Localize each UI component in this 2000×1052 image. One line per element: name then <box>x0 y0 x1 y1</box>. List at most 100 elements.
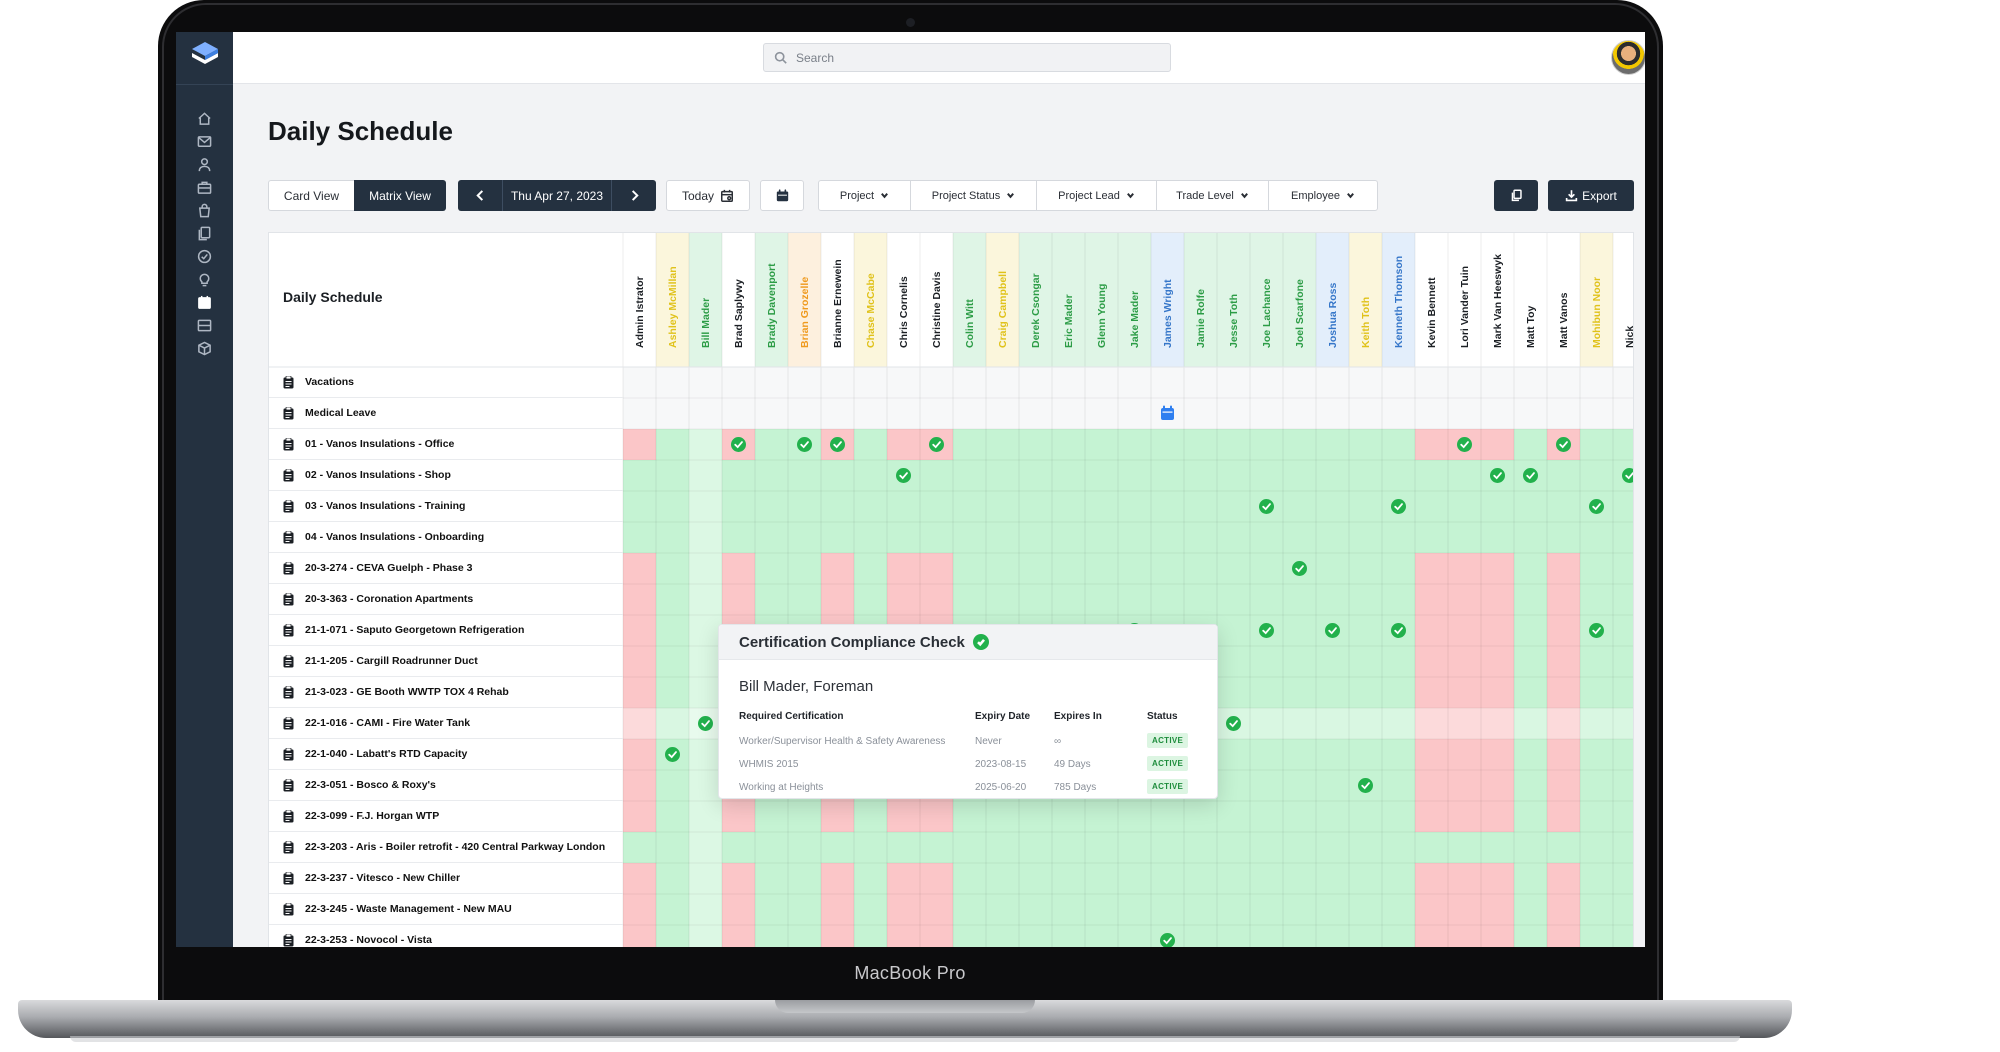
project-row-header[interactable]: 21-1-205 - Cargill Roadrunner Duct <box>269 646 623 677</box>
matrix-cell[interactable] <box>1481 925 1514 947</box>
matrix-cell[interactable] <box>953 491 986 522</box>
matrix-cell[interactable] <box>1613 553 1634 584</box>
employee-column-header[interactable]: Jake Mader <box>1118 233 1151 366</box>
project-row-header[interactable]: 22-3-203 - Aris - Boiler retrofit - 420 … <box>269 832 623 863</box>
matrix-cell[interactable] <box>1217 367 1250 398</box>
matrix-cell[interactable] <box>1184 491 1217 522</box>
matrix-cell[interactable] <box>1316 801 1349 832</box>
matrix-cell[interactable] <box>1151 832 1184 863</box>
matrix-cell[interactable] <box>1118 429 1151 460</box>
matrix-cell[interactable] <box>1283 677 1316 708</box>
matrix-cell[interactable] <box>1283 739 1316 770</box>
matrix-cell[interactable] <box>1019 584 1052 615</box>
matrix-cell[interactable] <box>1019 522 1052 553</box>
matrix-cell[interactable] <box>821 491 854 522</box>
matrix-cell[interactable] <box>1151 460 1184 491</box>
matrix-cell[interactable] <box>722 894 755 925</box>
employee-column-header[interactable]: Brady Davenport <box>755 233 788 366</box>
copy-button[interactable] <box>1494 180 1538 211</box>
matrix-cell[interactable] <box>986 832 1019 863</box>
matrix-cell[interactable] <box>1316 367 1349 398</box>
matrix-cell[interactable] <box>1118 863 1151 894</box>
matrix-cell[interactable] <box>1382 739 1415 770</box>
matrix-cell[interactable] <box>1283 770 1316 801</box>
employee-column-header[interactable]: Joshua Ross <box>1316 233 1349 366</box>
today-button[interactable]: Today <box>666 180 750 211</box>
matrix-cell[interactable] <box>1217 832 1250 863</box>
matrix-cell[interactable] <box>854 522 887 553</box>
matrix-cell[interactable] <box>1580 646 1613 677</box>
project-row-header[interactable]: 22-1-040 - Labatt's RTD Capacity <box>269 739 623 770</box>
matrix-cell[interactable] <box>1481 863 1514 894</box>
assignment-check-icon[interactable] <box>1259 499 1274 514</box>
matrix-cell[interactable] <box>755 832 788 863</box>
matrix-cell[interactable] <box>1184 460 1217 491</box>
matrix-cell[interactable] <box>821 863 854 894</box>
matrix-cell[interactable] <box>1118 584 1151 615</box>
matrix-cell[interactable] <box>1019 894 1052 925</box>
matrix-cell[interactable] <box>1382 646 1415 677</box>
matrix-cell[interactable] <box>689 863 722 894</box>
matrix-cell[interactable] <box>1382 677 1415 708</box>
matrix-cell[interactable] <box>821 894 854 925</box>
matrix-cell[interactable] <box>821 553 854 584</box>
matrix-cell[interactable] <box>1349 491 1382 522</box>
matrix-cell[interactable] <box>689 894 722 925</box>
matrix-cell[interactable] <box>755 522 788 553</box>
matrix-cell[interactable] <box>1382 770 1415 801</box>
matrix-cell[interactable] <box>1217 863 1250 894</box>
matrix-cell[interactable] <box>1283 894 1316 925</box>
matrix-cell[interactable] <box>1613 367 1634 398</box>
matrix-cell[interactable] <box>1316 863 1349 894</box>
matrix-cell[interactable] <box>1151 894 1184 925</box>
export-button[interactable]: Export <box>1548 180 1634 211</box>
project-row-header[interactable]: Vacations <box>269 367 623 398</box>
assignment-check-icon[interactable] <box>830 437 845 452</box>
matrix-cell[interactable] <box>1415 770 1448 801</box>
matrix-cell[interactable] <box>656 367 689 398</box>
matrix-cell[interactable] <box>656 801 689 832</box>
matrix-cell[interactable] <box>1448 739 1481 770</box>
project-row-header[interactable]: 21-1-071 - Saputo Georgetown Refrigerati… <box>269 615 623 646</box>
matrix-cell[interactable] <box>1481 615 1514 646</box>
matrix-cell[interactable] <box>1514 429 1547 460</box>
sidebar-item-check-circle[interactable] <box>194 246 214 266</box>
matrix-cell[interactable] <box>821 925 854 947</box>
matrix-cell[interactable] <box>986 553 1019 584</box>
matrix-cell[interactable] <box>821 522 854 553</box>
matrix-cell[interactable] <box>689 398 722 429</box>
employee-column-header[interactable]: Christine Davis <box>920 233 953 366</box>
matrix-cell[interactable] <box>1217 677 1250 708</box>
matrix-cell[interactable] <box>1514 677 1547 708</box>
project-row-header[interactable]: 01 - Vanos Insulations - Office <box>269 429 623 460</box>
matrix-cell[interactable] <box>953 801 986 832</box>
matrix-cell[interactable] <box>1217 429 1250 460</box>
matrix-cell[interactable] <box>920 894 953 925</box>
matrix-cell[interactable] <box>1382 398 1415 429</box>
matrix-cell[interactable] <box>1052 429 1085 460</box>
matrix-cell[interactable] <box>953 584 986 615</box>
matrix-cell[interactable] <box>623 863 656 894</box>
matrix-cell[interactable] <box>1118 491 1151 522</box>
matrix-cell[interactable] <box>1481 646 1514 677</box>
matrix-cell[interactable] <box>689 491 722 522</box>
matrix-cell[interactable] <box>1019 429 1052 460</box>
matrix-cell[interactable] <box>854 429 887 460</box>
matrix-cell[interactable] <box>986 367 1019 398</box>
matrix-cell[interactable] <box>920 522 953 553</box>
matrix-cell[interactable] <box>722 925 755 947</box>
matrix-cell[interactable] <box>1184 925 1217 947</box>
sidebar-item-documents[interactable] <box>194 223 214 243</box>
matrix-cell[interactable] <box>854 367 887 398</box>
matrix-cell[interactable] <box>1415 429 1448 460</box>
matrix-cell[interactable] <box>623 801 656 832</box>
card-view-button[interactable]: Card View <box>268 180 354 211</box>
search-input[interactable] <box>796 50 1156 65</box>
matrix-cell[interactable] <box>656 677 689 708</box>
matrix-cell[interactable] <box>755 460 788 491</box>
matrix-cell[interactable] <box>1151 801 1184 832</box>
matrix-cell[interactable] <box>1481 367 1514 398</box>
matrix-cell[interactable] <box>1019 863 1052 894</box>
matrix-cell[interactable] <box>887 398 920 429</box>
employee-column-header[interactable]: Jesse Toth <box>1217 233 1250 366</box>
